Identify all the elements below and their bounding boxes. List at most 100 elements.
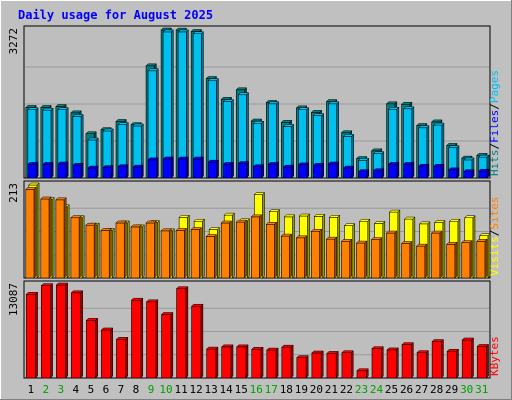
panel-kbytes: 13087 KBytes <box>7 280 501 379</box>
bars-hits <box>25 27 490 179</box>
day-labels: 1 2 3 4 5 6 7 8 9 10 11 12 13 14 15 16 17 18 19 20 21 22 23 24 2… <box>27 383 488 396</box>
bar-kbytes-kbytes-3 <box>55 282 69 379</box>
bar-visits-sites-11 <box>175 227 187 279</box>
day-label-1: 1 <box>27 383 34 396</box>
bar-kbytes-kbytes-19 <box>296 355 309 379</box>
bar-kbytes-kbytes-14 <box>221 344 234 379</box>
day-label-30: 30 <box>460 383 473 396</box>
bar-kbytes-kbytes-2 <box>40 283 54 379</box>
bar-kbytes-kbytes-13 <box>206 346 219 379</box>
bar-kbytes-kbytes-31 <box>476 343 490 379</box>
bar-hits-files-25 <box>387 161 400 179</box>
day-label-23: 23 <box>355 383 368 396</box>
bar-hits-files-28 <box>433 163 445 179</box>
bar-kbytes-kbytes-20 <box>311 350 324 379</box>
bar-hits-pages-10 <box>162 29 174 179</box>
bar-hits-files-29 <box>448 167 460 179</box>
bar-hits-files-14 <box>222 161 235 179</box>
day-label-7: 7 <box>118 383 125 396</box>
bar-kbytes-kbytes-29 <box>446 348 460 379</box>
day-label-22: 22 <box>340 383 353 396</box>
bar-visits-sites-19 <box>295 235 308 279</box>
panels: 3272Hits/Files/Pages213Visits/Sites13087… <box>7 25 501 379</box>
bar-visits-sites-14 <box>220 220 233 279</box>
bar-hits-files-17 <box>267 161 280 179</box>
bar-visits-sites-30 <box>461 240 473 279</box>
legend-kbytes: KBytes <box>488 336 501 376</box>
bar-kbytes-kbytes-27 <box>416 350 430 379</box>
bar-visits-sites-9 <box>145 220 157 279</box>
day-label-3: 3 <box>58 383 65 396</box>
legend-kbytes: KBytes <box>488 336 501 376</box>
bar-hits-files-7 <box>117 164 129 179</box>
bar-hits-files-6 <box>102 164 114 179</box>
scale-max-visits: 213 <box>7 183 20 203</box>
bar-visits-sites-27 <box>416 243 428 279</box>
bar-visits-sites-21 <box>325 236 338 279</box>
day-label-11: 11 <box>174 383 187 396</box>
bar-kbytes-kbytes-26 <box>401 341 414 379</box>
bar-kbytes-kbytes-6 <box>100 327 114 379</box>
legend-hits: Hits/Files/Pages <box>488 70 501 176</box>
bars-visits <box>25 182 491 279</box>
bar-hits-files-4 <box>72 162 84 179</box>
day-label-31: 31 <box>475 383 488 396</box>
day-label-20: 20 <box>310 383 323 396</box>
bar-hits-pages-8 <box>132 123 144 179</box>
bar-visits-sites-8 <box>130 224 142 279</box>
day-label-13: 13 <box>205 383 218 396</box>
bar-kbytes-kbytes-11 <box>175 286 189 379</box>
bar-kbytes-kbytes-24 <box>371 346 384 379</box>
bar-visits-sites-1 <box>25 186 37 279</box>
bar-hits-pages-12 <box>192 31 205 179</box>
bar-visits-sites-13 <box>205 233 218 279</box>
bar-kbytes-kbytes-16 <box>251 346 264 379</box>
chart-title: Daily usage for August 2025 <box>18 8 213 22</box>
bar-kbytes-kbytes-30 <box>461 337 475 379</box>
panel-visits: 213 Visits/Sites <box>7 180 501 279</box>
bar-hits-files-16 <box>252 164 265 179</box>
bar-visits-sites-10 <box>160 228 172 279</box>
bar-visits-sites-2 <box>40 196 52 279</box>
bar-hits-files-26 <box>403 161 415 179</box>
bar-visits-sites-7 <box>115 220 127 279</box>
bar-visits-sites-15 <box>235 219 248 279</box>
day-label-21: 21 <box>325 383 338 396</box>
bar-hits-files-20 <box>312 162 325 179</box>
bar-visits-sites-5 <box>85 222 97 279</box>
bar-hits-files-30 <box>463 169 475 179</box>
day-label-6: 6 <box>103 383 110 396</box>
day-label-2: 2 <box>42 383 49 396</box>
day-label-27: 27 <box>415 383 428 396</box>
bar-kbytes-kbytes-7 <box>115 336 129 379</box>
legend-visits: Visits/Sites <box>488 197 501 277</box>
legend-separator: / <box>488 103 501 110</box>
bar-hits-pages-2 <box>42 107 54 179</box>
bar-hits-pages-19 <box>297 107 310 179</box>
bar-hits-pages-18 <box>282 123 295 179</box>
bar-kbytes-kbytes-12 <box>191 303 204 379</box>
bar-hits-files-3 <box>57 161 69 179</box>
bar-hits-files-12 <box>192 156 205 179</box>
bar-hits-files-21 <box>327 161 340 179</box>
bar-hits-files-9 <box>147 157 159 179</box>
bar-hits-files-2 <box>42 161 54 179</box>
legend-sites: Sites <box>488 197 501 230</box>
bar-kbytes-kbytes-25 <box>386 347 399 379</box>
legend-separator: / <box>488 143 501 150</box>
bar-kbytes-kbytes-18 <box>281 344 294 379</box>
day-label-18: 18 <box>280 383 293 396</box>
day-label-14: 14 <box>220 383 234 396</box>
bar-kbytes-kbytes-10 <box>160 311 174 379</box>
bar-visits-sites-6 <box>100 227 112 279</box>
bar-visits-sites-4 <box>70 215 82 279</box>
bar-hits-files-23 <box>357 169 370 179</box>
day-label-15: 15 <box>235 383 248 396</box>
day-label-24: 24 <box>370 383 384 396</box>
bar-visits-sites-18 <box>280 233 293 279</box>
legend-separator: / <box>488 230 501 237</box>
bar-visits-sites-3 <box>55 197 67 279</box>
bar-visits-sites-17 <box>265 221 278 279</box>
bar-visits-sites-31 <box>476 238 488 279</box>
